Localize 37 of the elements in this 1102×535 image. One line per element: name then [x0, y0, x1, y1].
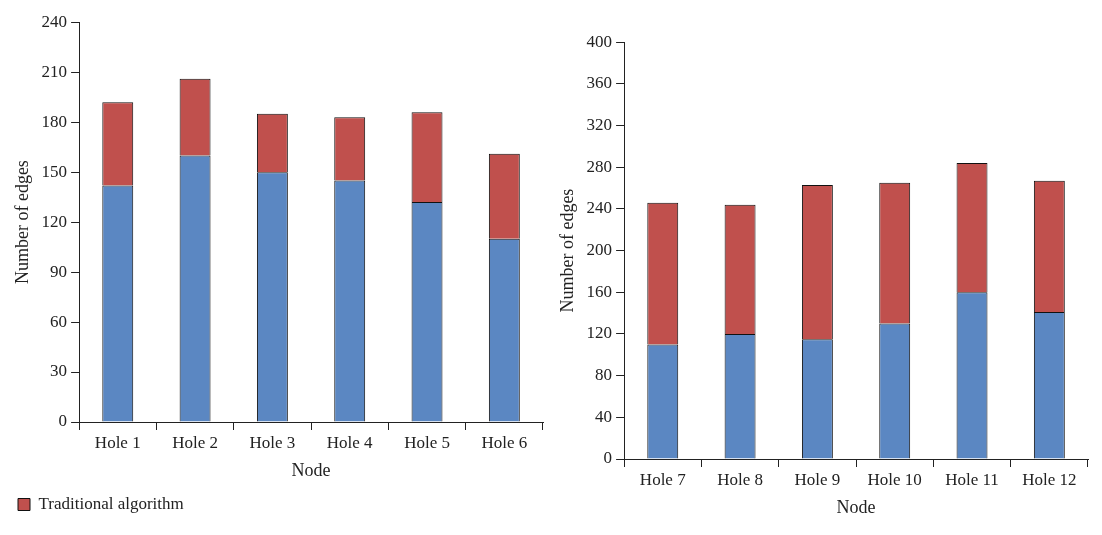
- legend-label: Traditional algorithm: [38, 493, 184, 513]
- x-tick-label: Hole 9: [794, 469, 841, 489]
- x-tick-label: Hole 4: [326, 432, 374, 452]
- x-axis-title: Node: [836, 496, 876, 517]
- y-tick-label: 280: [586, 156, 613, 176]
- x-tick-label: Hole 11: [945, 469, 999, 489]
- y-tick-label: 120: [41, 211, 68, 231]
- x-tick-label: Hole 6: [481, 432, 528, 452]
- y-axis-title: Number of edges: [11, 160, 32, 285]
- x-tick-label: Hole 10: [867, 469, 922, 489]
- y-tick-label: 210: [41, 61, 68, 81]
- x-tick-label: Hole 12: [1022, 469, 1077, 489]
- y-tick-label: 180: [41, 111, 68, 131]
- y-tick-label: 30: [50, 361, 68, 381]
- y-tick-label: 200: [586, 240, 613, 260]
- y-tick-label: 0: [58, 411, 68, 431]
- y-tick-label: 400: [586, 31, 613, 51]
- y-tick-label: 160: [586, 281, 613, 301]
- x-axis-title: Node: [291, 459, 331, 480]
- y-tick-label: 90: [50, 261, 68, 281]
- y-axis-title: Number of edges: [556, 188, 577, 313]
- y-tick-label: 120: [586, 323, 613, 343]
- x-tick-label: Hole 2: [172, 432, 218, 452]
- y-tick-label: 40: [595, 406, 613, 426]
- y-tick-label: 80: [595, 365, 613, 385]
- x-tick-label: Hole 3: [249, 432, 296, 452]
- y-tick-label: 0: [603, 448, 613, 468]
- y-tick-label: 60: [50, 311, 68, 331]
- y-tick-label: 360: [586, 73, 613, 93]
- x-tick-label: Hole 7: [639, 469, 687, 489]
- y-tick-label: 320: [586, 115, 613, 135]
- y-tick-label: 240: [586, 198, 613, 218]
- x-tick-label: Hole 5: [404, 432, 450, 452]
- x-tick-label: Hole 8: [717, 469, 763, 489]
- y-tick-label: 150: [41, 161, 68, 181]
- y-tick-label: 240: [41, 11, 68, 31]
- x-tick-label: Hole 1: [94, 432, 141, 452]
